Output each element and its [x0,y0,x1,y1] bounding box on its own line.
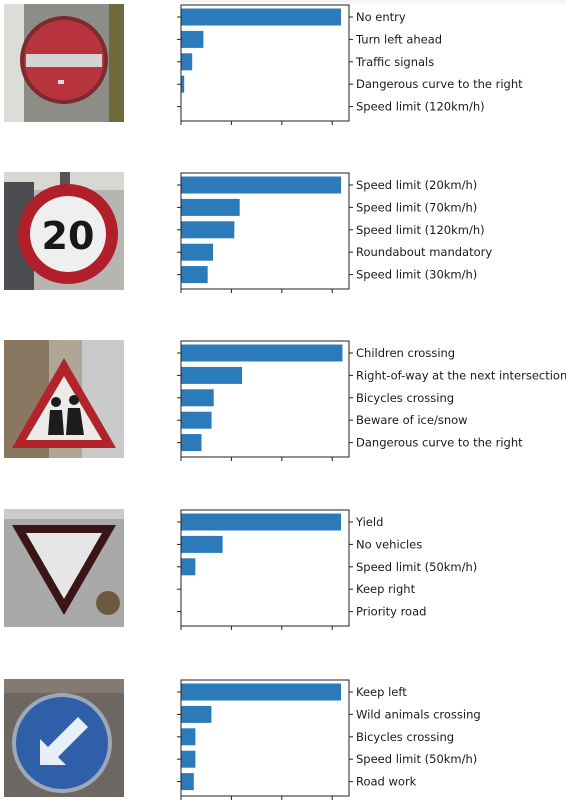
bar [181,412,212,429]
category-label: Bicycles crossing [356,391,454,405]
bar [181,434,202,451]
bar [181,536,223,553]
category-label: Bicycles crossing [356,730,454,744]
category-label: Turn left ahead [355,32,442,46]
chart-panel-1: No entry Turn left ahead Traffic signals Da… [180,4,350,122]
category-label: Right-of-way at the next intersection [356,368,566,382]
category-label: Yield [355,515,383,529]
bar [181,706,211,723]
category-label: Priority road [356,605,426,619]
category-label: Dangerous curve to the right [356,77,523,91]
bar [181,177,341,194]
category-label: Speed limit (30km/h) [356,268,477,282]
category-label: Speed limit (120km/h) [356,100,485,114]
category-label: No vehicles [356,537,422,551]
bar [181,53,192,70]
bar [181,221,234,238]
bar [181,751,195,768]
bar [181,558,195,575]
keep-left-sign-image [4,679,124,797]
bar [181,199,240,216]
bar [181,9,341,26]
bar-chart-2: Speed limit (20km/h)Speed limit (70km/h)… [180,172,350,290]
bar [181,244,213,261]
category-label: Dangerous curve to the right [356,436,523,450]
bar [181,684,341,701]
bar [181,367,242,384]
category-label: Speed limit (50km/h) [356,560,477,574]
category-label: Traffic signals [355,55,434,69]
bar [181,728,195,745]
chart-panel-4: Yield No vehicles Speed limit (50km/h) Keep… [180,509,350,627]
category-label: Keep left [356,685,407,699]
bar [181,345,342,362]
category-label: Wild animals crossing [356,707,481,721]
category-label: Children crossing [356,346,455,360]
category-label: Speed limit (70km/h) [356,200,477,214]
chart-panel-3: Children crossing Right-of-way at the nex… [180,340,350,458]
no-entry-sign-image [4,4,124,122]
bar [181,266,208,283]
bar [181,514,341,531]
children-crossing-sign-image [4,340,124,458]
yield-sign-image [4,509,124,627]
svg-text:20: 20 [42,214,95,258]
category-label: Speed limit (20km/h) [356,178,477,192]
category-label: Beware of ice/snow [356,413,468,427]
category-label: Speed limit (50km/h) [356,752,477,766]
chart-panel-2: Speed limit (20km/h) Speed limit (70km/h)… [180,172,350,290]
category-label: Road work [356,775,417,789]
chart-panel-5: Keep left Wild animals crossing Bicycles c… [180,679,350,797]
category-label: Speed limit (120km/h) [356,223,485,237]
category-label: No entry [356,10,406,24]
bar [181,31,203,48]
bar [181,389,214,406]
category-label: Keep right [356,582,416,596]
category-label: Roundabout mandatory [356,245,492,259]
speed-limit-20-sign-image: 20 [4,172,124,290]
bar [181,773,194,790]
